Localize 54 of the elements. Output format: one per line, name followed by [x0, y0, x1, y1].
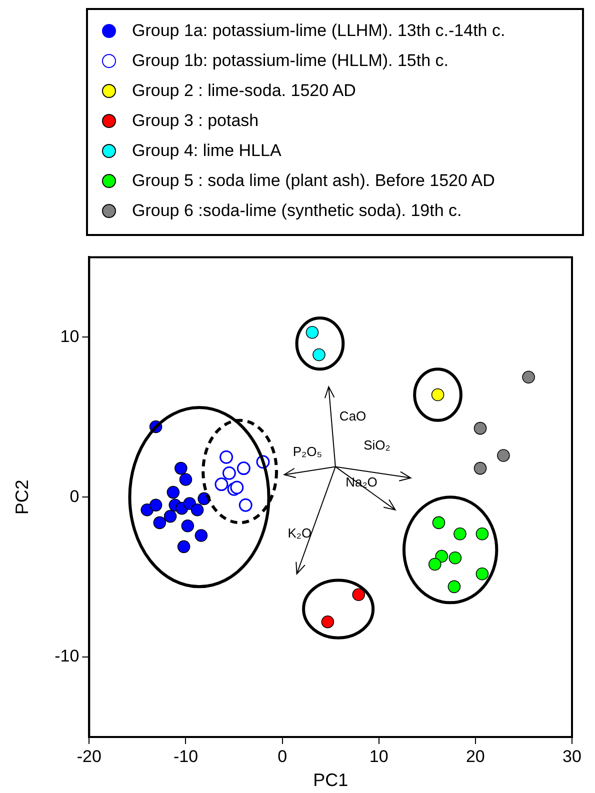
point: [194, 529, 208, 542]
point: [352, 588, 365, 602]
legend-label: Group 5 : soda lime (plant ash). Before 1520 AD: [132, 171, 495, 191]
point: [153, 516, 166, 530]
point: [497, 449, 510, 462]
point: [312, 348, 326, 362]
point: [474, 462, 487, 475]
point: [474, 422, 487, 435]
point: [174, 462, 188, 475]
x-tick-label: 30: [562, 746, 582, 766]
annotation: P₂O₅: [292, 444, 322, 459]
point: [454, 527, 466, 540]
point: [238, 498, 252, 512]
annotation: CaO: [339, 408, 366, 424]
point: [179, 473, 192, 486]
point: [236, 462, 250, 476]
x-tick-label: 0: [278, 746, 288, 766]
legend-label: Group 6 :soda-lime (synthetic soda). 19th c.: [132, 201, 462, 221]
point: [476, 567, 489, 580]
legend-label: Group 1a: potassium-lime (LLHM). 13th c.-14th c.: [132, 21, 506, 41]
point: [230, 480, 244, 494]
point: [448, 580, 461, 594]
y-tick-label: 10: [60, 326, 80, 346]
point: [166, 486, 180, 499]
point: [432, 516, 446, 530]
annotation: K₂O: [288, 525, 312, 540]
x-tick-label: -20: [76, 746, 102, 766]
y-axis-title: PC2: [12, 480, 32, 515]
x-tick-label: 10: [369, 746, 388, 766]
point: [428, 558, 442, 571]
x-tick-label: 20: [466, 746, 485, 766]
legend-label: Group 3 : potash: [132, 111, 259, 131]
point: [522, 370, 535, 384]
x-axis-title: PC1: [313, 770, 348, 790]
annotation: SiO₂: [364, 438, 390, 452]
point: [214, 478, 228, 492]
point: [222, 466, 236, 480]
y-tick-label: -10: [54, 646, 80, 666]
legend-label: Group 4: lime HLLA: [132, 141, 282, 161]
legend-label: Group 2 : lime-soda. 1520 AD: [132, 81, 356, 101]
point: [220, 450, 234, 464]
point: [435, 550, 448, 563]
point: [177, 540, 190, 554]
point: [321, 615, 334, 628]
point: [448, 551, 462, 564]
point: [149, 498, 162, 512]
y-tick-label: 0: [70, 486, 80, 506]
point: [190, 503, 204, 516]
legend-label: Group 1b: potassium-lime (HLLM). 15th c.: [132, 51, 449, 71]
point: [306, 326, 319, 339]
point: [476, 527, 489, 540]
point: [164, 510, 177, 523]
x-tick-label: -10: [173, 746, 198, 766]
point: [181, 519, 194, 532]
